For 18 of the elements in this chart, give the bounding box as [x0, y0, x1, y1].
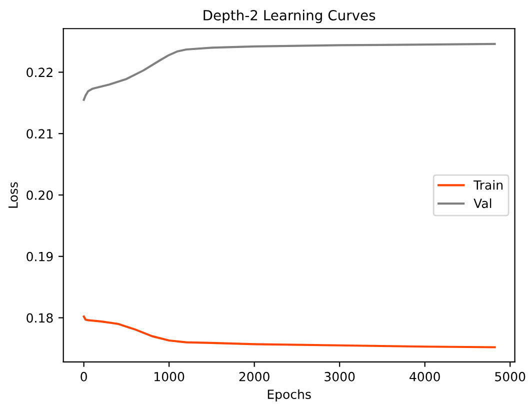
- y-axis-title: Loss: [8, 182, 18, 208]
- x-tick-label: 4000: [410, 372, 440, 382]
- legend-label: Train: [474, 180, 502, 190]
- x-tick-label: 2000: [239, 372, 270, 382]
- x-tick-label: 3000: [324, 372, 355, 382]
- line-series: [82, 42, 496, 101]
- y-tick-label: 0.21: [26, 129, 52, 139]
- line-series: [82, 315, 496, 348]
- chart-title: Depth-2 Learning Curves: [204, 10, 376, 24]
- legend-label: Val: [474, 198, 492, 208]
- y-tick-label: 0.20: [26, 190, 53, 200]
- x-tick-label: 0: [80, 372, 87, 382]
- y-tick-label: 0.22: [26, 68, 52, 78]
- x-axis-title: Epochs: [268, 389, 311, 402]
- y-tick-label: 0.18: [26, 313, 53, 323]
- x-tick-label: 5000: [495, 372, 526, 382]
- x-tick-label: 1000: [154, 372, 184, 382]
- y-tick-label: 0.19: [26, 252, 53, 262]
